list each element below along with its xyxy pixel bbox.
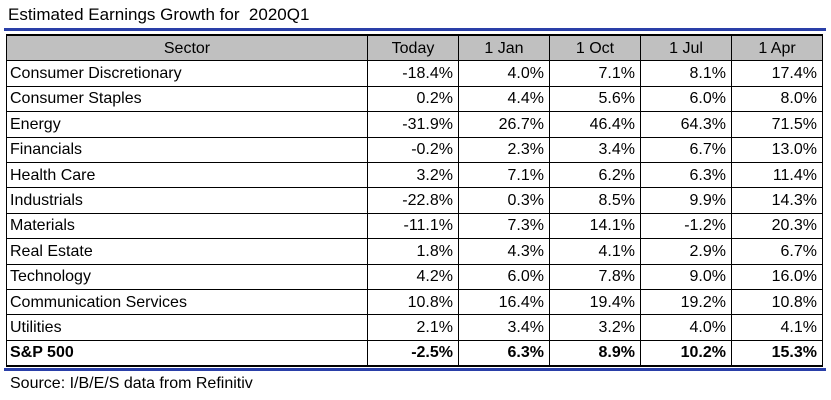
sector-cell: Utilities: [6, 314, 368, 341]
total-row: S&P 500 -2.5% 6.3% 8.9% 10.2% 15.3%: [6, 339, 823, 368]
column-header: Today: [367, 34, 459, 62]
column-header: 1 Jan: [458, 34, 550, 62]
value-cell: 14.1%: [549, 212, 641, 240]
value-cell: 4.0%: [458, 60, 550, 87]
sector-cell: Technology: [6, 263, 368, 290]
sector-cell: Consumer Staples: [6, 85, 368, 113]
value-cell: 7.1%: [549, 60, 641, 87]
value-cell: 3.4%: [549, 136, 641, 163]
value-cell: -2.5%: [367, 339, 459, 368]
value-cell: 6.7%: [640, 136, 732, 163]
value-cell: 46.4%: [549, 111, 641, 138]
value-cell: 6.2%: [549, 161, 641, 189]
value-cell: -18.4%: [367, 60, 459, 87]
value-cell: 13.0%: [731, 136, 823, 163]
value-cell: -1.2%: [640, 212, 732, 240]
value-cell: 16.0%: [731, 263, 823, 290]
table-row: Industrials -22.8% 0.3% 8.5% 9.9% 14.3%: [6, 187, 823, 214]
value-cell: 6.0%: [458, 263, 550, 290]
value-cell: 10.8%: [367, 288, 459, 316]
value-cell: 6.3%: [640, 161, 732, 189]
table-title: Estimated Earnings Growth for 2020Q1: [8, 5, 310, 24]
sector-cell: S&P 500: [6, 339, 368, 368]
value-cell: 19.2%: [640, 288, 732, 316]
value-cell: 5.6%: [549, 85, 641, 113]
value-cell: 0.2%: [367, 85, 459, 113]
value-cell: 0.3%: [458, 187, 550, 214]
value-cell: 8.9%: [549, 339, 641, 368]
sector-cell: Consumer Discretionary: [6, 60, 368, 87]
value-cell: 10.2%: [640, 339, 732, 368]
value-cell: 1.8%: [367, 238, 459, 265]
table-row: Financials -0.2% 2.3% 3.4% 6.7% 13.0%: [6, 136, 823, 163]
value-cell: 64.3%: [640, 111, 732, 138]
table-row: Consumer Staples 0.2% 4.4% 5.6% 6.0% 8.0%: [6, 85, 823, 113]
bottom-rule: [4, 368, 826, 371]
table-row: Health Care 3.2% 7.1% 6.2% 6.3% 11.4%: [6, 161, 823, 189]
value-cell: 6.3%: [458, 339, 550, 368]
value-cell: 4.1%: [731, 314, 823, 341]
value-cell: 2.3%: [458, 136, 550, 163]
table-row: Utilities 2.1% 3.4% 3.2% 4.0% 4.1%: [6, 314, 823, 341]
table-row: Materials -11.1% 7.3% 14.1% -1.2% 20.3%: [6, 212, 823, 240]
value-cell: 7.8%: [549, 263, 641, 290]
value-cell: 11.4%: [731, 161, 823, 189]
value-cell: -11.1%: [367, 212, 459, 240]
sector-cell: Health Care: [6, 161, 368, 189]
value-cell: 4.1%: [549, 238, 641, 265]
value-cell: 71.5%: [731, 111, 823, 138]
sector-cell: Industrials: [6, 187, 368, 214]
value-cell: 7.1%: [458, 161, 550, 189]
top-rule: [4, 28, 826, 31]
value-cell: -31.9%: [367, 111, 459, 138]
sector-cell: Energy: [6, 111, 368, 138]
value-cell: 16.4%: [458, 288, 550, 316]
table-row: Technology 4.2% 6.0% 7.8% 9.0% 16.0%: [6, 263, 823, 290]
table-row: Consumer Discretionary -18.4% 4.0% 7.1% 8.1%…: [6, 60, 823, 87]
value-cell: 2.1%: [367, 314, 459, 341]
value-cell: 20.3%: [731, 212, 823, 240]
value-cell: 19.4%: [549, 288, 641, 316]
source-note: Source: I/B/E/S data from Refinitiv: [10, 375, 253, 392]
table-body: Consumer Discretionary -18.4% 4.0% 7.1% 8.1%…: [6, 60, 823, 368]
value-cell: 9.9%: [640, 187, 732, 214]
value-cell: 14.3%: [731, 187, 823, 214]
earnings-growth-table: Sector Today 1 Jan 1 Oct 1 Jul 1 Apr Con…: [6, 34, 823, 368]
value-cell: 17.4%: [731, 60, 823, 87]
value-cell: 2.9%: [640, 238, 732, 265]
value-cell: 8.0%: [731, 85, 823, 113]
value-cell: 4.2%: [367, 263, 459, 290]
sector-cell: Financials: [6, 136, 368, 163]
value-cell: 7.3%: [458, 212, 550, 240]
value-cell: 4.3%: [458, 238, 550, 265]
value-cell: 10.8%: [731, 288, 823, 316]
value-cell: 8.1%: [640, 60, 732, 87]
column-header: Sector: [6, 34, 368, 62]
value-cell: 4.0%: [640, 314, 732, 341]
table-row: Energy -31.9% 26.7% 46.4% 64.3% 71.5%: [6, 111, 823, 138]
table-row: Real Estate 1.8% 4.3% 4.1% 2.9% 6.7%: [6, 238, 823, 265]
table-row: Communication Services 10.8% 16.4% 19.4% 19.…: [6, 288, 823, 316]
header-row: Sector Today 1 Jan 1 Oct 1 Jul 1 Apr: [6, 34, 823, 62]
value-cell: -0.2%: [367, 136, 459, 163]
value-cell: 9.0%: [640, 263, 732, 290]
sector-cell: Real Estate: [6, 238, 368, 265]
value-cell: 8.5%: [549, 187, 641, 214]
value-cell: 3.4%: [458, 314, 550, 341]
value-cell: 15.3%: [731, 339, 823, 368]
sector-cell: Materials: [6, 212, 368, 240]
value-cell: 3.2%: [367, 161, 459, 189]
column-header: 1 Jul: [640, 34, 732, 62]
value-cell: -22.8%: [367, 187, 459, 214]
column-header: 1 Apr: [731, 34, 823, 62]
sector-cell: Communication Services: [6, 288, 368, 316]
value-cell: 3.2%: [549, 314, 641, 341]
value-cell: 4.4%: [458, 85, 550, 113]
value-cell: 6.0%: [640, 85, 732, 113]
value-cell: 6.7%: [731, 238, 823, 265]
column-header: 1 Oct: [549, 34, 641, 62]
value-cell: 26.7%: [458, 111, 550, 138]
